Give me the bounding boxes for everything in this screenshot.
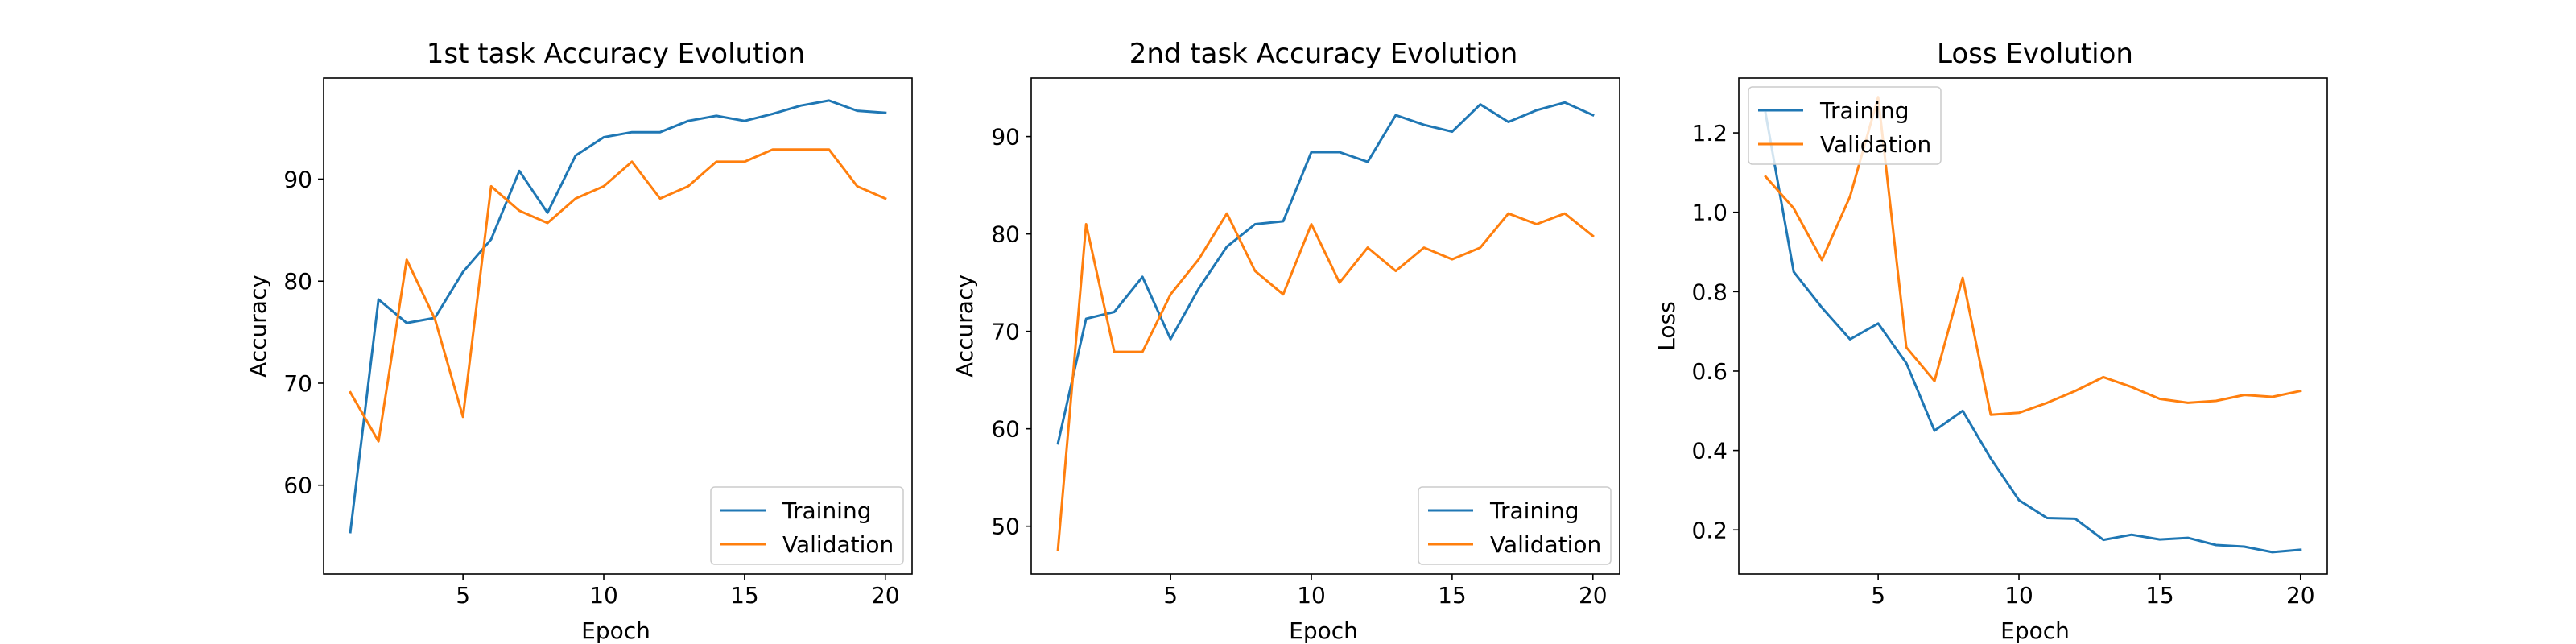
series-line-training bbox=[349, 99, 887, 534]
chart-title: 2nd task Accuracy Evolution bbox=[1129, 38, 1518, 70]
y-tick-label: 60 bbox=[991, 416, 1020, 443]
chart-1st-task-accuracy: 1st task Accuracy Evolution Epoch Accura… bbox=[245, 38, 913, 644]
legend: Training Validation bbox=[710, 486, 904, 565]
x-tick-label: 5 bbox=[1871, 582, 1885, 609]
y-tick-label: 0.2 bbox=[1691, 517, 1728, 543]
y-tick-label: 60 bbox=[283, 473, 312, 499]
x-axis-label: Epoch bbox=[581, 617, 650, 644]
series-line-validation bbox=[1056, 212, 1595, 551]
y-tick-label: 0.6 bbox=[1691, 358, 1728, 385]
x-axis-label: Epoch bbox=[2000, 617, 2070, 644]
legend-label-validation: Validation bbox=[1490, 531, 1601, 558]
y-tick-label: 1.0 bbox=[1691, 200, 1728, 226]
series-line-validation bbox=[1764, 96, 2302, 416]
legend-label-training: Training bbox=[782, 497, 871, 524]
series-line-training bbox=[1764, 111, 2302, 554]
y-tick-label: 90 bbox=[283, 166, 312, 192]
legend-label-validation: Validation bbox=[782, 531, 894, 558]
y-tick-label: 80 bbox=[991, 221, 1020, 248]
y-tick-label: 80 bbox=[283, 268, 312, 295]
axes-frame bbox=[1738, 77, 2328, 575]
y-axis-label: Accuracy bbox=[952, 275, 978, 378]
legend: Training Validation bbox=[1418, 486, 1612, 565]
y-axis-label: Loss bbox=[1653, 301, 1680, 350]
x-tick-label: 15 bbox=[1438, 582, 1467, 609]
x-tick-label: 20 bbox=[2286, 582, 2315, 609]
legend-label-training: Training bbox=[1819, 97, 1909, 124]
x-tick-label: 15 bbox=[730, 582, 759, 609]
y-tick-label: 0.8 bbox=[1691, 279, 1728, 305]
y-axis-label: Accuracy bbox=[245, 275, 271, 378]
legend-label-training: Training bbox=[1489, 497, 1579, 524]
x-tick-label: 10 bbox=[589, 582, 618, 609]
axes-frame bbox=[323, 77, 913, 575]
chart-title: Loss Evolution bbox=[1937, 38, 2133, 70]
x-tick-label: 10 bbox=[2004, 582, 2033, 609]
y-tick-label: 1.2 bbox=[1691, 120, 1728, 147]
series-line-validation bbox=[349, 148, 887, 443]
x-tick-label: 15 bbox=[2145, 582, 2174, 609]
y-tick-label: 70 bbox=[283, 370, 312, 397]
chart-2nd-task-accuracy: 2nd task Accuracy Evolution Epoch Accura… bbox=[952, 38, 1620, 644]
y-tick-label: 70 bbox=[991, 319, 1020, 345]
x-axis-label: Epoch bbox=[1289, 617, 1358, 644]
chart-loss: Loss Evolution Epoch Loss 5 10 15 20 0.2 0.4 0… bbox=[1653, 38, 2328, 644]
legend: Training Validation bbox=[1748, 86, 1942, 165]
series-line-training bbox=[1056, 101, 1595, 445]
legend-label-validation: Validation bbox=[1820, 131, 1931, 158]
x-tick-label: 5 bbox=[456, 582, 470, 609]
y-tick-label: 90 bbox=[991, 124, 1020, 151]
y-tick-label: 0.4 bbox=[1691, 438, 1728, 464]
y-tick-label: 50 bbox=[991, 514, 1020, 540]
x-tick-label: 20 bbox=[871, 582, 900, 609]
x-tick-label: 20 bbox=[1579, 582, 1608, 609]
axes-frame bbox=[1030, 77, 1620, 575]
x-tick-label: 5 bbox=[1163, 582, 1178, 609]
chart-title: 1st task Accuracy Evolution bbox=[427, 38, 805, 70]
x-tick-label: 10 bbox=[1297, 582, 1326, 609]
